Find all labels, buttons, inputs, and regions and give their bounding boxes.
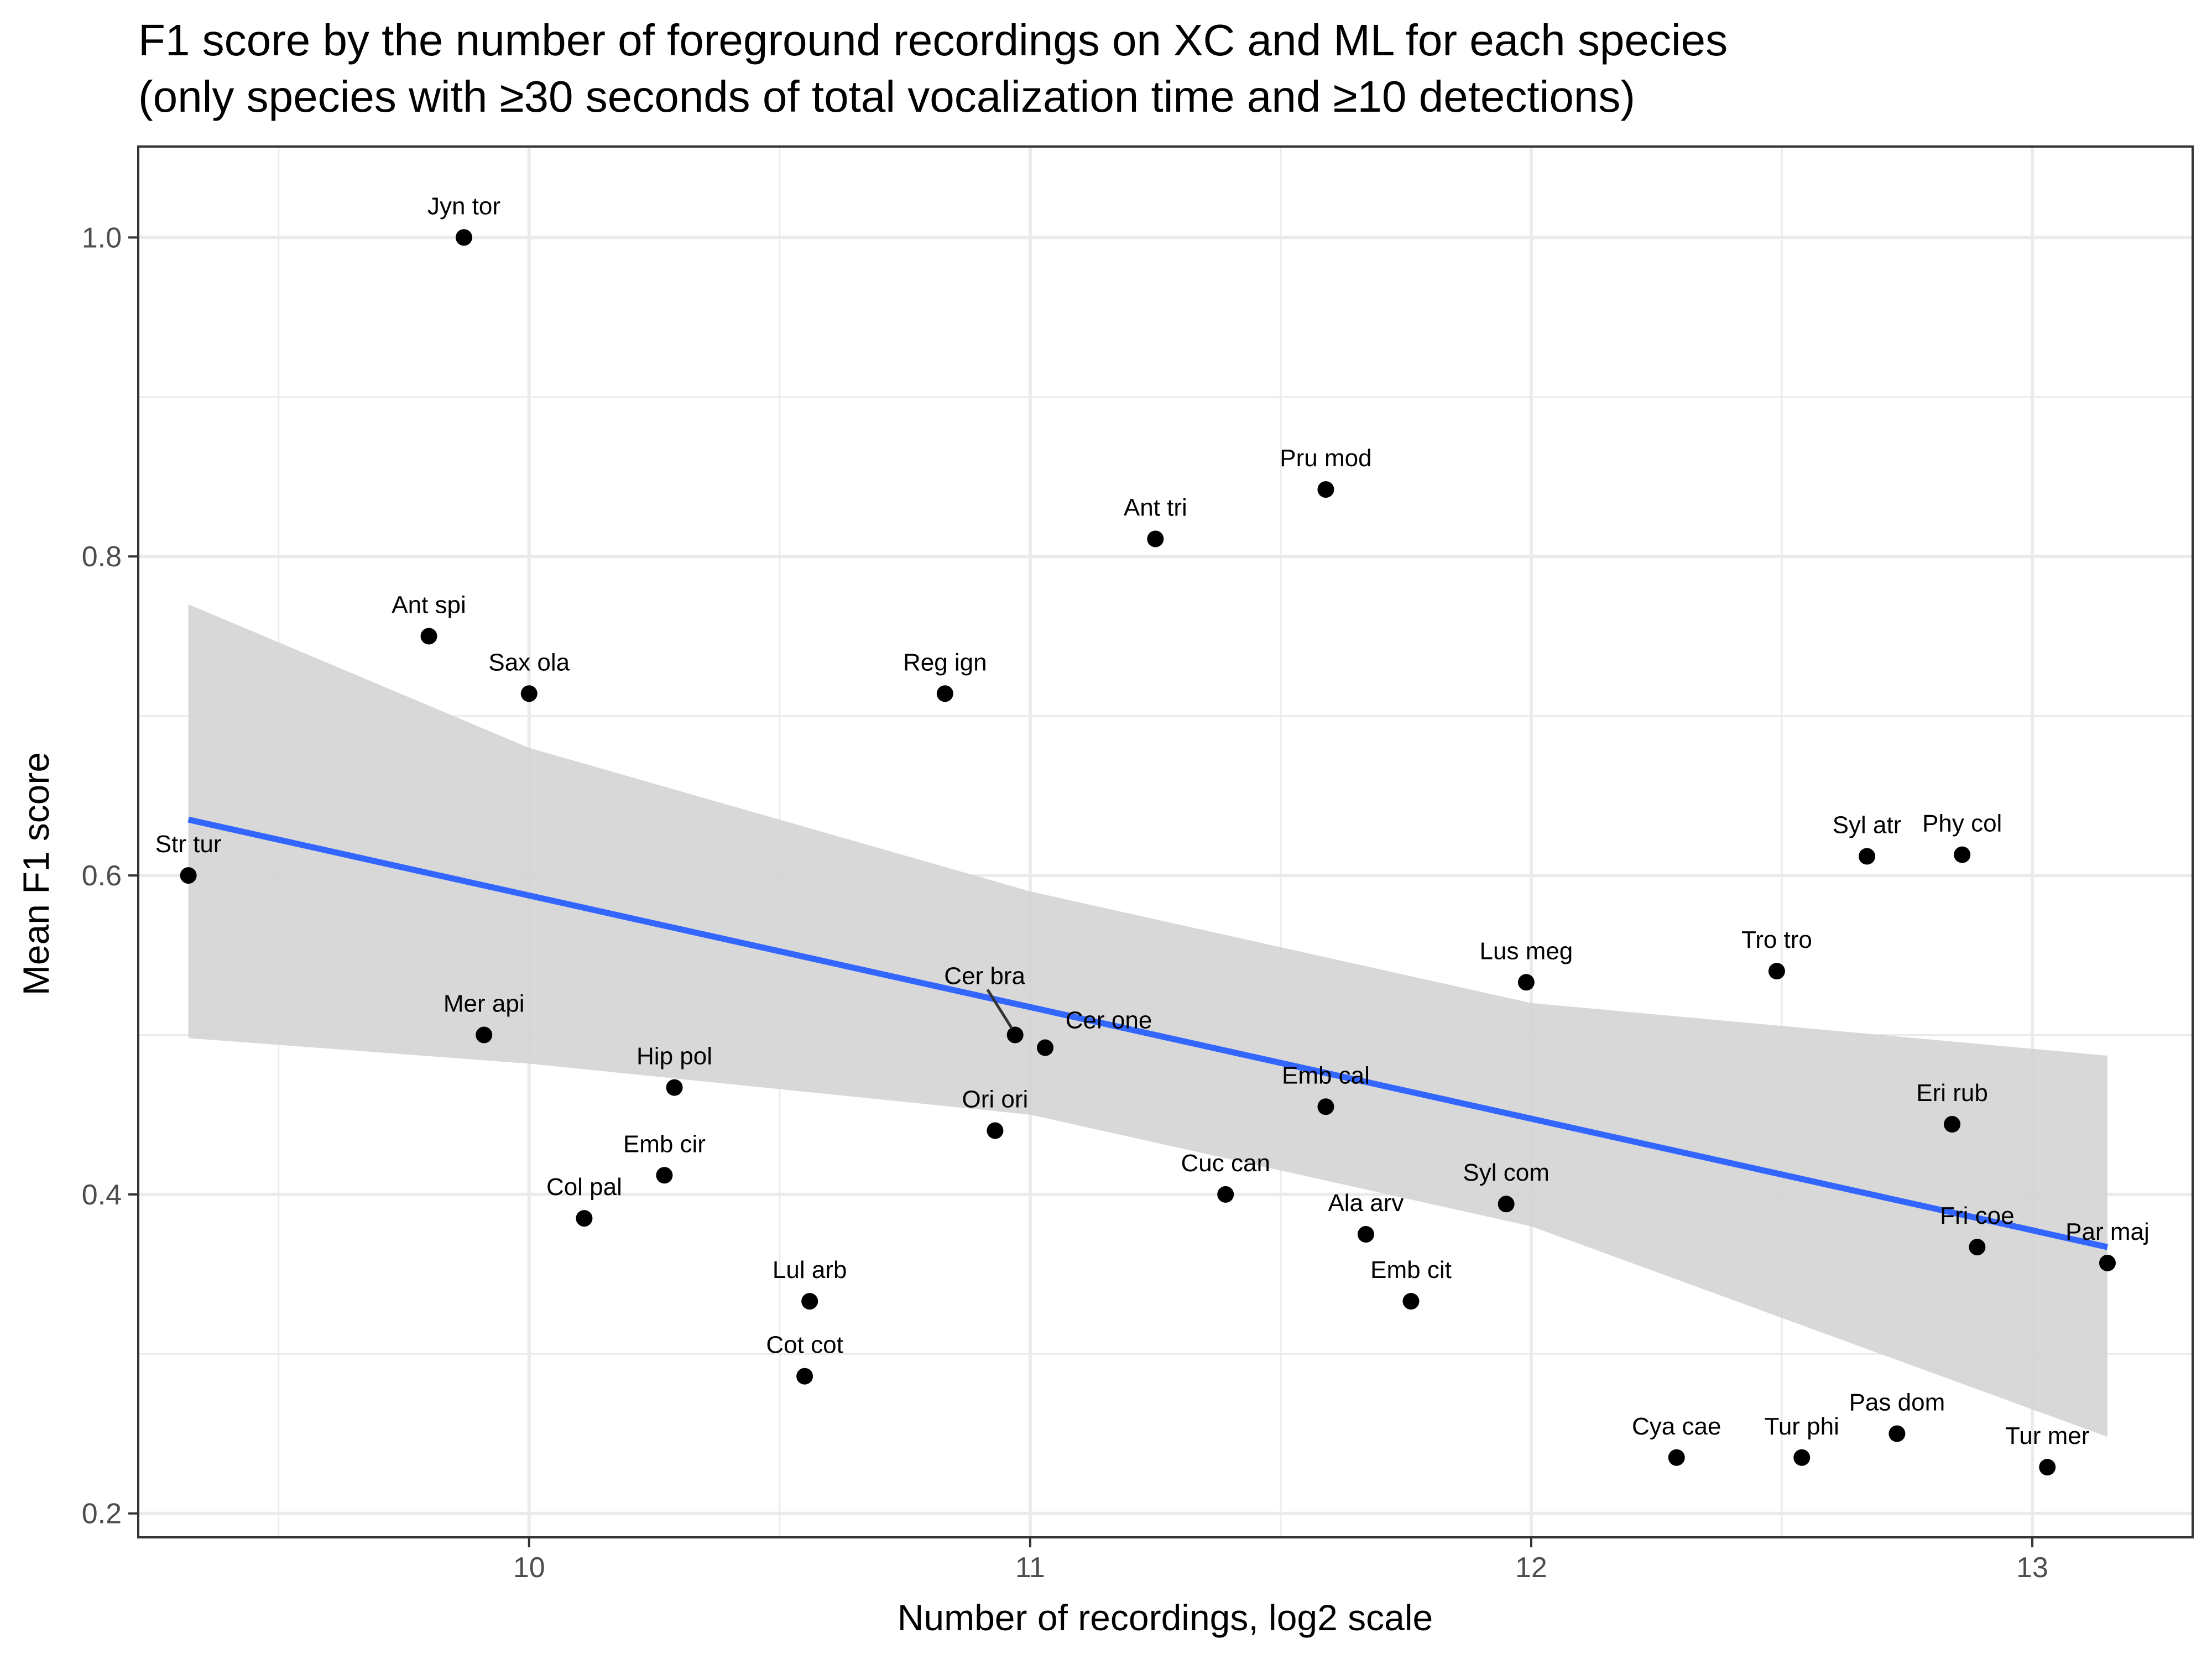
point-label-ala-arv: Ala arv	[1328, 1190, 1404, 1217]
point-pas-dom	[1888, 1425, 1906, 1442]
point-label-par-maj: Par maj	[2065, 1218, 2150, 1245]
point-label-phy-col: Phy col	[1922, 810, 2002, 837]
point-sax-ola	[520, 685, 538, 702]
point-emb-cir	[656, 1167, 673, 1184]
point-label-eri-rub: Eri rub	[1916, 1079, 1988, 1107]
x-tick-label: 10	[513, 1552, 545, 1584]
point-label-reg-ign: Reg ign	[903, 649, 987, 676]
point-pru-mod	[1317, 481, 1334, 498]
point-label-emb-cir: Emb cir	[623, 1130, 706, 1157]
point-reg-ign	[936, 685, 953, 702]
point-label-syl-atr: Syl atr	[1833, 811, 1902, 838]
point-fri-coe	[1969, 1239, 1986, 1256]
point-mer-api	[476, 1026, 493, 1044]
point-label-col-pal: Col pal	[546, 1173, 622, 1201]
point-label-str-tur: Str tur	[155, 831, 222, 858]
point-label-ant-spi: Ant spi	[392, 591, 466, 618]
point-tur-mer	[2039, 1459, 2056, 1476]
point-label-tro-tro: Tro tro	[1741, 926, 1812, 953]
point-label-sax-ola: Sax ola	[488, 649, 570, 676]
point-label-jyn-tor: Jyn tor	[427, 192, 500, 220]
point-tur-phi	[1793, 1449, 1811, 1466]
point-cer-bra	[1006, 1026, 1024, 1044]
point-eri-rub	[1944, 1115, 1961, 1133]
x-axis-title: Number of recordings, log2 scale	[898, 1597, 1433, 1638]
point-jyn-tor	[455, 229, 472, 246]
x-tick-label: 13	[2016, 1552, 2048, 1584]
point-par-maj	[2099, 1254, 2116, 1271]
point-cer-one	[1037, 1039, 1054, 1056]
point-label-cer-one: Cer one	[1066, 1007, 1152, 1034]
point-cuc-can	[1217, 1186, 1234, 1203]
point-syl-com	[1498, 1196, 1515, 1213]
point-label-emb-cit: Emb cit	[1370, 1256, 1452, 1284]
confidence-band	[188, 604, 2107, 1437]
point-ori-ori	[987, 1122, 1004, 1139]
point-label-mer-api: Mer api	[444, 990, 525, 1017]
point-label-pas-dom: Pas dom	[1849, 1389, 1945, 1416]
y-tick-label: 0.4	[82, 1179, 122, 1211]
point-hip-pol	[666, 1079, 683, 1096]
plot-area: Jyn tor Pru mod Ant tri Ant spi Sax ola Reg i…	[82, 145, 2194, 1584]
point-lus-meg	[1517, 974, 1535, 991]
trend-line	[187, 816, 2109, 1250]
point-label-lus-meg: Lus meg	[1480, 937, 1573, 964]
y-tick-label: 0.6	[82, 860, 122, 892]
leader-line-cer-bra	[986, 989, 1013, 1029]
point-label-cuc-can: Cuc can	[1181, 1150, 1270, 1177]
point-label-pru-mod: Pru mod	[1280, 445, 1371, 472]
point-emb-cit	[1402, 1293, 1420, 1310]
y-tick-label: 0.2	[82, 1498, 122, 1530]
point-ant-tri	[1147, 530, 1164, 547]
point-label-tur-mer: Tur mer	[2005, 1422, 2089, 1449]
point-cya-cae	[1668, 1449, 1685, 1466]
y-axis-title: Mean F1 score	[15, 752, 56, 995]
point-syl-atr	[1859, 848, 1876, 865]
point-label-cot-cot: Cot cot	[766, 1332, 843, 1359]
point-label-lul-arb: Lul arb	[773, 1256, 847, 1284]
point-label-fri-coe: Fri coe	[1940, 1202, 2014, 1229]
x-tick-label: 12	[1515, 1552, 1547, 1584]
point-label-ant-tri: Ant tri	[1124, 494, 1187, 521]
point-label-cya-cae: Cya cae	[1632, 1413, 1721, 1440]
chart-title-line-2: (only species with ≥30 seconds of total …	[138, 72, 1635, 121]
point-ant-spi	[420, 628, 437, 645]
plot-border	[137, 145, 2194, 1538]
point-label-hip-pol: Hip pol	[637, 1043, 712, 1070]
chart-title-line-1: F1 score by the number of foreground rec…	[138, 15, 1728, 65]
point-lul-arb	[801, 1293, 818, 1310]
point-col-pal	[576, 1210, 593, 1227]
point-cot-cot	[796, 1368, 813, 1385]
point-label-syl-com: Syl com	[1463, 1159, 1549, 1186]
point-ala-arv	[1357, 1226, 1374, 1243]
point-label-cer-bra: Cer bra	[944, 962, 1025, 989]
point-tro-tro	[1768, 963, 1785, 980]
point-emb-cal	[1317, 1098, 1334, 1115]
point-label-ori-ori: Ori ori	[962, 1086, 1029, 1113]
point-label-tur-phi: Tur phi	[1765, 1413, 1839, 1440]
point-str-tur	[180, 867, 197, 884]
y-tick-label: 0.8	[82, 541, 122, 573]
x-tick-label: 11	[1015, 1552, 1045, 1584]
y-tick-label: 1.0	[82, 222, 122, 254]
point-label-emb-cal: Emb cal	[1282, 1062, 1370, 1089]
point-phy-col	[1954, 846, 1971, 863]
